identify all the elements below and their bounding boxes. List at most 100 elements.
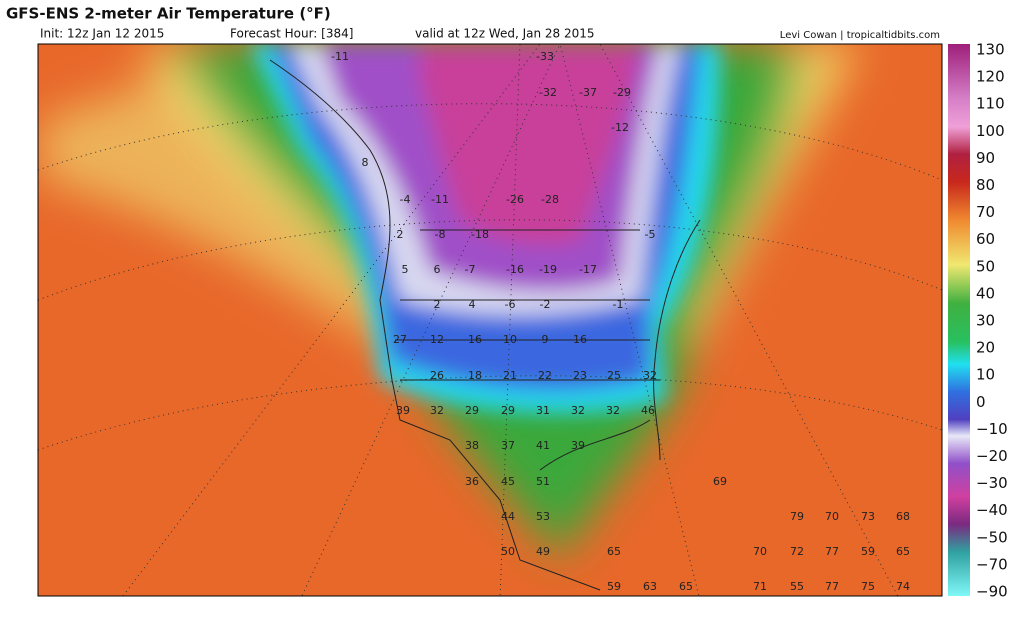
temperature-label: 73 (861, 510, 875, 523)
temperature-label: 37 (501, 439, 515, 452)
temperature-label: 8 (362, 156, 369, 169)
temperature-label: 4 (469, 298, 476, 311)
temperature-label: 46 (641, 404, 655, 417)
temperature-label: -16 (506, 263, 524, 276)
temperature-label: 41 (536, 439, 550, 452)
temperature-label: 51 (536, 475, 550, 488)
colorbar-label: 100 (976, 122, 1005, 140)
colorbar-label: −40 (976, 501, 1008, 519)
temperature-label: 16 (468, 333, 482, 346)
temperature-label: 63 (643, 580, 657, 593)
temperature-label: 22 (538, 369, 552, 382)
colorbar-labels: 1301201101009080706050403020100−10−20−30… (976, 41, 1008, 601)
temperature-label: 39 (396, 404, 410, 417)
temperature-label: 25 (607, 369, 621, 382)
temperature-label: -2 (540, 298, 551, 311)
temperature-label: 6 (434, 263, 441, 276)
temperature-label: 44 (501, 510, 515, 523)
temperature-label: 32 (430, 404, 444, 417)
temperature-label: 70 (825, 510, 839, 523)
temperature-label: -19 (539, 263, 557, 276)
temperature-label: 75 (861, 580, 875, 593)
temperature-label: -5 (645, 228, 656, 241)
colorbar-label: 20 (976, 339, 995, 357)
temperature-label: -33 (536, 50, 554, 63)
colorbar-label: −90 (976, 583, 1008, 601)
temperature-label: 2 (397, 228, 404, 241)
temperature-label: 27 (393, 333, 407, 346)
temperature-label: 59 (607, 580, 621, 593)
temperature-label: 23 (573, 369, 587, 382)
temperature-label: -6 (505, 298, 516, 311)
temperature-label: -18 (471, 228, 489, 241)
temperature-label: 2 (434, 298, 441, 311)
forecast-hour: Forecast Hour: [384] (230, 27, 353, 41)
temperature-label: 69 (713, 475, 727, 488)
temperature-label: 32 (643, 369, 657, 382)
colorbar-label: 70 (976, 203, 995, 221)
temperature-label: 53 (536, 510, 550, 523)
temperature-label: 29 (501, 404, 515, 417)
temperature-label: 21 (503, 369, 517, 382)
temperature-label: -11 (431, 193, 449, 206)
temperature-label: 45 (501, 475, 515, 488)
init-time: Init: 12z Jan 12 2015 (40, 27, 164, 41)
colorbar-label: −10 (976, 420, 1008, 438)
colorbar-label: 120 (976, 68, 1005, 86)
temperature-label: 68 (896, 510, 910, 523)
temperature-label: -1 (613, 298, 624, 311)
temperature-label: 70 (753, 545, 767, 558)
coastlines (269, 59, 701, 591)
colorbar-label: 50 (976, 257, 995, 275)
colorbar-label: 110 (976, 95, 1005, 113)
colorbar-label: −20 (976, 447, 1008, 465)
temperature-label: -28 (541, 193, 559, 206)
temperature-label: 16 (573, 333, 587, 346)
temperature-label: -7 (465, 263, 476, 276)
temperature-label: 32 (571, 404, 585, 417)
temperature-label: -4 (400, 193, 411, 206)
temperature-label: 74 (896, 580, 910, 593)
temperature-label: -26 (506, 193, 524, 206)
colorbar-label: −50 (976, 528, 1008, 546)
colorbar-label: 30 (976, 312, 995, 330)
colorbar-label: 40 (976, 284, 995, 302)
temperature-label: 65 (607, 545, 621, 558)
credit: Levi Cowan | tropicaltidbits.com (780, 30, 940, 41)
valid-time: valid at 12z Wed, Jan 28 2015 (415, 27, 595, 41)
temperature-label: 10 (503, 333, 517, 346)
temperature-label: 31 (536, 404, 550, 417)
temperature-label: 50 (501, 545, 515, 558)
temperature-label: 36 (465, 475, 479, 488)
temperature-label: -37 (579, 86, 597, 99)
title: GFS-ENS 2-meter Air Temperature (°F) (6, 5, 331, 23)
graticule (38, 44, 942, 596)
temperature-label: 77 (825, 580, 839, 593)
temperature-label: 65 (896, 545, 910, 558)
temperature-label: -12 (611, 121, 629, 134)
temperature-label: -32 (539, 86, 557, 99)
colorbar-label: 130 (976, 41, 1005, 59)
temperature-label: -29 (613, 86, 631, 99)
temperature-label: 79 (790, 510, 804, 523)
temperature-label: 72 (790, 545, 804, 558)
temperature-label: 38 (465, 439, 479, 452)
map-labels: -11 -33-32 -37 -29-128-4 -11 -26 -282 -8 -18 -55 6… (331, 50, 910, 593)
colorbar-label: 10 (976, 366, 995, 384)
temperature-label: 65 (679, 580, 693, 593)
colorbar (948, 44, 970, 596)
temperature-label: 29 (465, 404, 479, 417)
temperature-label: 18 (468, 369, 482, 382)
temperature-label: -8 (435, 228, 446, 241)
map: -11 -33-32 -37 -29-128-4 -11 -26 -282 -8 -18 -55 6… (38, 44, 942, 596)
temperature-label: 12 (430, 333, 444, 346)
temperature-label: 9 (542, 333, 549, 346)
colorbar-label: −70 (976, 555, 1008, 573)
colorbar-label: 90 (976, 149, 995, 167)
temperature-label: 71 (753, 580, 767, 593)
temperature-label: -17 (579, 263, 597, 276)
temperature-label: 39 (571, 439, 585, 452)
map-frame (37, 43, 943, 597)
